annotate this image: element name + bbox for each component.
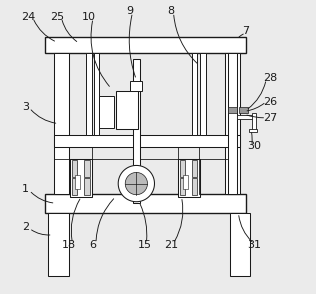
Bar xyxy=(130,81,143,91)
Bar xyxy=(100,96,114,128)
Bar xyxy=(72,161,77,178)
Bar xyxy=(54,54,69,194)
Bar xyxy=(45,194,246,213)
Bar xyxy=(116,91,137,129)
Bar xyxy=(72,178,77,195)
Bar xyxy=(70,159,92,197)
Text: 1: 1 xyxy=(22,184,29,194)
Text: 27: 27 xyxy=(264,113,278,123)
Text: 25: 25 xyxy=(50,12,64,22)
Bar xyxy=(84,178,89,195)
Bar xyxy=(84,161,89,178)
Bar xyxy=(252,113,256,131)
Text: 18: 18 xyxy=(62,240,76,250)
Text: 6: 6 xyxy=(89,240,97,250)
Bar xyxy=(133,59,140,203)
Bar xyxy=(178,159,200,197)
Text: 24: 24 xyxy=(21,12,35,22)
Text: 15: 15 xyxy=(138,240,152,250)
Text: 31: 31 xyxy=(247,240,262,250)
Bar xyxy=(237,115,253,118)
Text: 9: 9 xyxy=(127,6,134,16)
Bar xyxy=(48,213,69,276)
Polygon shape xyxy=(125,173,148,195)
Text: 8: 8 xyxy=(167,6,175,16)
Text: 2: 2 xyxy=(22,223,29,233)
Polygon shape xyxy=(118,166,155,202)
Bar xyxy=(45,37,246,54)
Text: 30: 30 xyxy=(247,141,262,151)
Bar xyxy=(180,178,185,195)
Bar xyxy=(192,161,197,178)
Text: 21: 21 xyxy=(164,240,178,250)
Bar xyxy=(228,108,237,113)
Bar xyxy=(230,213,250,276)
Bar xyxy=(192,178,197,195)
Text: 10: 10 xyxy=(82,12,96,22)
Bar xyxy=(228,54,237,194)
Bar xyxy=(86,54,92,135)
Text: 28: 28 xyxy=(264,73,278,83)
Text: 3: 3 xyxy=(22,103,29,113)
Bar xyxy=(191,54,197,135)
Text: 26: 26 xyxy=(264,97,278,107)
Bar xyxy=(249,129,258,132)
Bar xyxy=(54,135,240,147)
Bar xyxy=(200,54,206,135)
Bar xyxy=(180,161,185,178)
Bar xyxy=(76,175,80,189)
Bar xyxy=(94,54,99,135)
Text: 7: 7 xyxy=(242,26,249,36)
Bar xyxy=(183,175,188,189)
Bar xyxy=(239,108,247,113)
Bar xyxy=(225,54,240,194)
